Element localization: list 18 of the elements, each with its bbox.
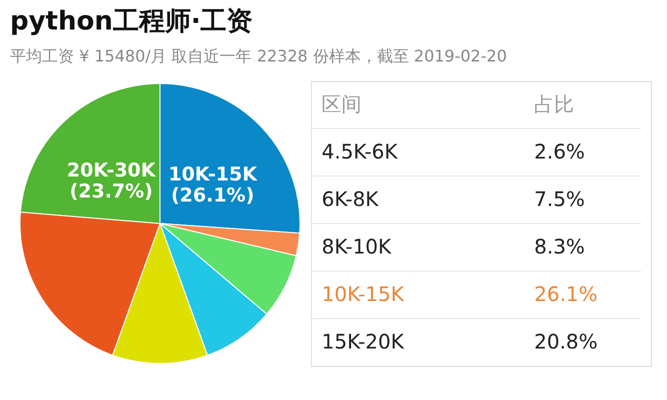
chart-title: python工程师·工资 — [10, 6, 253, 36]
slice-label: 20K-30K — [66, 160, 157, 182]
text: 26.1% — [534, 282, 598, 306]
category-label: 15K-20K — [322, 329, 405, 354]
category-label: 8K-10K — [322, 234, 392, 258]
text: 20.8% — [534, 329, 598, 354]
category-label: 10K-15K — [322, 282, 405, 306]
data-label: (26.1%) — [170, 184, 254, 206]
category-label: 6K-8K — [322, 186, 380, 211]
category-label: 4.5K-6K — [322, 139, 398, 164]
chart-subtitle: 平均工资 ¥ 15480/月 取自近一年 22328 份样本，截至 2019-02-20 — [10, 46, 507, 66]
text: 8.3% — [534, 234, 585, 258]
text: 7.5% — [534, 186, 585, 211]
slice-label: 10K-15K — [168, 163, 258, 186]
text: 占比 — [534, 92, 574, 116]
text: 2.6% — [534, 139, 585, 164]
text: 区间 — [322, 92, 362, 116]
data-label: (23.7%) — [70, 180, 153, 203]
